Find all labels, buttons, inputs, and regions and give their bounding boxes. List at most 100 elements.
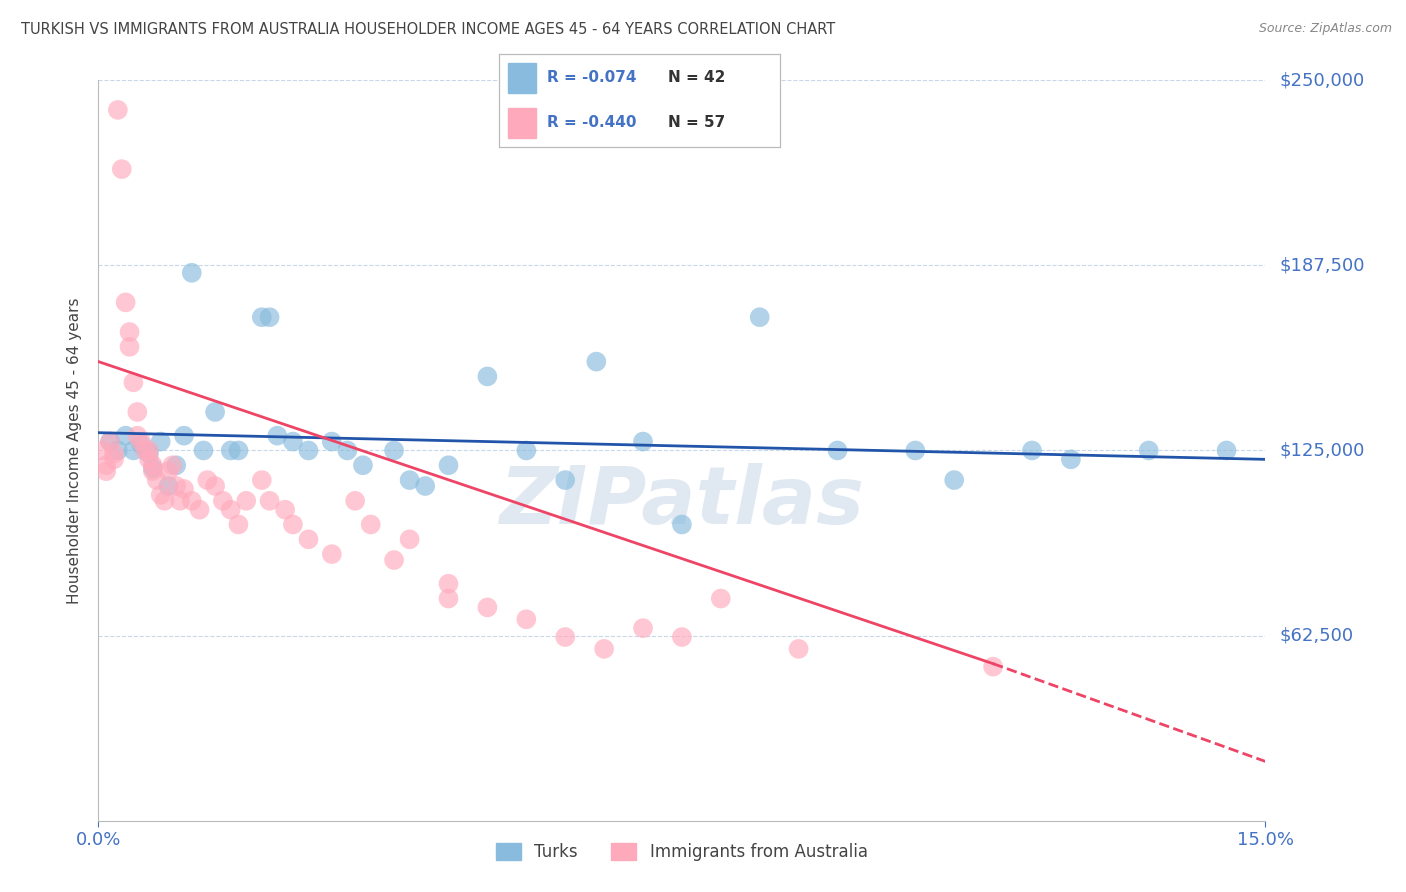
Text: $187,500: $187,500 xyxy=(1279,256,1365,275)
Text: $62,500: $62,500 xyxy=(1279,626,1354,645)
Point xyxy=(96,464,118,478)
Point xyxy=(157,464,180,478)
Point xyxy=(413,479,436,493)
Point xyxy=(107,103,129,117)
Text: N = 57: N = 57 xyxy=(668,115,725,130)
Point xyxy=(477,369,499,384)
Point xyxy=(149,488,172,502)
Point xyxy=(127,428,149,442)
Point xyxy=(157,479,180,493)
Point xyxy=(477,600,499,615)
Point xyxy=(382,553,405,567)
Point xyxy=(321,434,343,449)
Point xyxy=(437,458,460,473)
Text: R = -0.074: R = -0.074 xyxy=(547,70,637,86)
Point xyxy=(103,446,125,460)
Point xyxy=(195,473,218,487)
Point xyxy=(149,434,172,449)
Y-axis label: Householder Income Ages 45 - 64 years: Householder Income Ages 45 - 64 years xyxy=(67,297,83,604)
Point xyxy=(437,591,460,606)
Bar xyxy=(508,108,536,138)
Point xyxy=(142,464,165,478)
Point xyxy=(204,405,226,419)
Point xyxy=(671,517,693,532)
Text: TURKISH VS IMMIGRANTS FROM AUSTRALIA HOUSEHOLDER INCOME AGES 45 - 64 YEARS CORRE: TURKISH VS IMMIGRANTS FROM AUSTRALIA HOU… xyxy=(21,22,835,37)
Point xyxy=(98,434,121,449)
Point xyxy=(169,493,191,508)
Point xyxy=(1215,443,1237,458)
Point xyxy=(122,376,145,390)
Point xyxy=(173,482,195,496)
Point xyxy=(103,452,125,467)
Point xyxy=(398,473,420,487)
Point xyxy=(398,533,420,547)
Point xyxy=(515,612,537,626)
Point xyxy=(748,310,770,325)
Legend: Turks, Immigrants from Australia: Turks, Immigrants from Australia xyxy=(489,837,875,868)
Point xyxy=(228,517,250,532)
Point xyxy=(266,428,288,442)
Point xyxy=(193,443,215,458)
Point xyxy=(352,458,374,473)
Point xyxy=(336,443,359,458)
Point xyxy=(228,443,250,458)
Point xyxy=(127,405,149,419)
Point xyxy=(180,266,202,280)
Point xyxy=(274,502,297,516)
Point xyxy=(212,493,235,508)
Point xyxy=(904,443,927,458)
Point xyxy=(134,443,156,458)
Point xyxy=(129,434,152,449)
Point xyxy=(111,162,134,177)
Point xyxy=(188,502,211,516)
Point xyxy=(250,473,273,487)
Point xyxy=(281,434,304,449)
Point xyxy=(437,576,460,591)
Point xyxy=(1060,452,1083,467)
Point xyxy=(297,443,319,458)
Point xyxy=(382,443,405,458)
Point xyxy=(114,295,136,310)
Point xyxy=(219,502,242,516)
Point xyxy=(554,473,576,487)
Point xyxy=(129,437,152,451)
Point xyxy=(281,517,304,532)
Point xyxy=(138,446,160,460)
Point xyxy=(98,434,121,449)
Point xyxy=(827,443,849,458)
Point xyxy=(631,621,654,635)
Text: ZIPatlas: ZIPatlas xyxy=(499,463,865,541)
Point xyxy=(1137,443,1160,458)
Text: Source: ZipAtlas.com: Source: ZipAtlas.com xyxy=(1258,22,1392,36)
Point xyxy=(235,493,257,508)
Point xyxy=(710,591,733,606)
Point xyxy=(142,461,165,475)
Point xyxy=(787,641,810,656)
Point xyxy=(142,458,165,473)
Point xyxy=(259,310,281,325)
Point xyxy=(162,458,184,473)
Text: $250,000: $250,000 xyxy=(1279,71,1365,89)
Point xyxy=(219,443,242,458)
Point xyxy=(114,428,136,442)
Point xyxy=(585,354,607,368)
Point xyxy=(118,325,141,339)
Point xyxy=(138,443,160,458)
Point xyxy=(321,547,343,561)
Text: $125,000: $125,000 xyxy=(1279,442,1365,459)
Point xyxy=(344,493,367,508)
Text: N = 42: N = 42 xyxy=(668,70,725,86)
Point xyxy=(671,630,693,644)
Point xyxy=(173,428,195,442)
Point xyxy=(259,493,281,508)
Point xyxy=(153,493,176,508)
Point xyxy=(1021,443,1043,458)
Point xyxy=(943,473,966,487)
Point xyxy=(360,517,382,532)
Text: R = -0.440: R = -0.440 xyxy=(547,115,637,130)
Point xyxy=(297,533,319,547)
Bar xyxy=(508,63,536,93)
Point xyxy=(165,458,187,473)
Point xyxy=(138,452,160,467)
Point xyxy=(515,443,537,458)
